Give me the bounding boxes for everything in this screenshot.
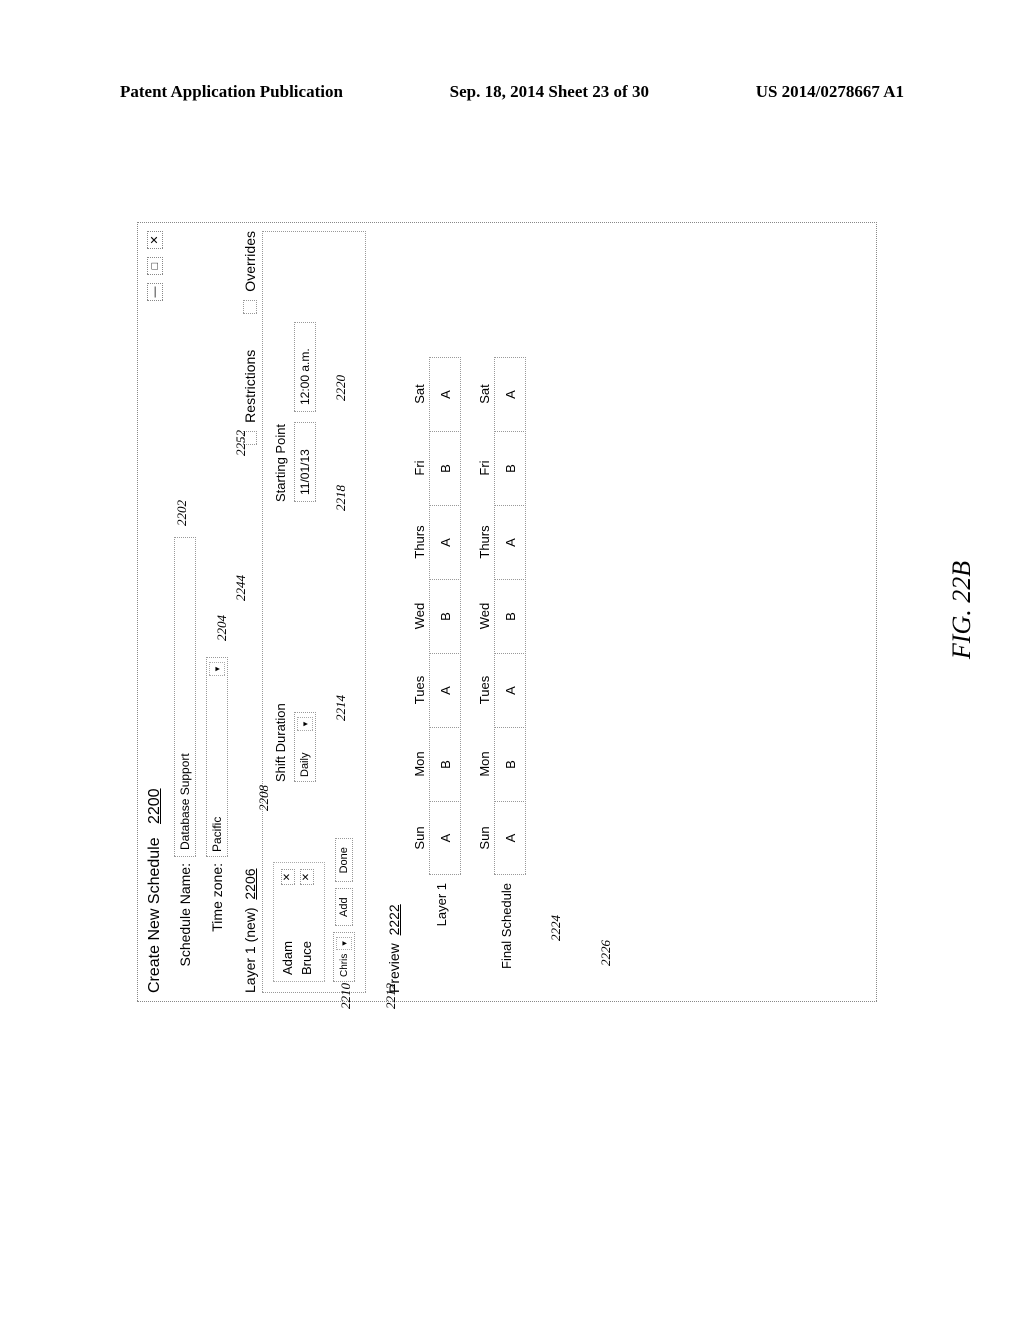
person-row-adam: Adam ✕: [280, 869, 295, 975]
shift-duration-label: Shift Duration: [273, 522, 288, 782]
restrictions-label: Restrictions: [242, 350, 258, 423]
timezone-value: Pacific: [210, 680, 224, 852]
day-head: Thurs: [477, 505, 494, 579]
day-cell: B: [429, 431, 461, 506]
timezone-row: Time zone: Pacific ▾: [206, 231, 228, 993]
day-head: Mon: [477, 727, 494, 801]
chevron-down-icon: ▾: [336, 937, 352, 950]
callout-2204: 2204: [214, 615, 230, 641]
timezone-select[interactable]: Pacific ▾: [206, 657, 228, 857]
add-button[interactable]: Add: [335, 888, 353, 926]
day-cell: B: [429, 727, 461, 802]
add-person-name: Chris: [339, 954, 350, 977]
day-head: Mon: [412, 727, 429, 801]
start-time-input[interactable]: [294, 322, 316, 412]
callout-2214: 2214: [333, 695, 349, 721]
callout-2210: 2210: [338, 983, 354, 1009]
day-cell: B: [494, 431, 526, 506]
shift-duration-column: Shift Duration Daily ▾: [273, 522, 355, 782]
day-head: Fri: [477, 431, 494, 505]
day-cell: A: [429, 357, 461, 432]
start-date-input[interactable]: [294, 422, 316, 502]
preview-title: Preview 2222: [386, 231, 402, 993]
day-cell: B: [494, 579, 526, 654]
header-center: Sep. 18, 2014 Sheet 23 of 30: [450, 82, 649, 102]
callout-2226: 2226: [598, 940, 614, 966]
titlebar: Create New Schedule 2200 — □ ✕: [146, 231, 164, 993]
overrides-checkbox[interactable]: [243, 300, 257, 314]
schedule-name-input[interactable]: [174, 537, 196, 857]
done-button[interactable]: Done: [335, 838, 353, 882]
person-name: Bruce: [299, 941, 314, 975]
day-head: Tues: [412, 653, 429, 727]
header-right: US 2014/0278667 A1: [756, 82, 904, 102]
window-title: Create New Schedule: [146, 837, 163, 993]
day-cell: A: [429, 505, 461, 580]
app-window: Create New Schedule 2200 — □ ✕ Schedule …: [137, 222, 877, 1002]
day-head: Sat: [477, 357, 494, 431]
chevron-down-icon: ▾: [297, 717, 313, 731]
maximize-icon[interactable]: □: [147, 257, 163, 275]
callout-2220: 2220: [333, 375, 349, 401]
timezone-label: Time zone:: [209, 863, 225, 993]
ref-2200: 2200: [146, 788, 163, 824]
day-grid-layer1: SunA MonB TuesA WedB ThursA FriB SatA: [412, 357, 461, 875]
people-column: Adam ✕ Bruce ✕ Chris ▾ Add Done: [273, 802, 355, 982]
day-cell: B: [494, 727, 526, 802]
day-head: Sun: [477, 801, 494, 875]
day-head: Tues: [477, 653, 494, 727]
overrides-label: Overrides: [242, 231, 258, 292]
schedule-name-row: Schedule Name:: [174, 231, 196, 993]
schedule-name-label: Schedule Name:: [177, 863, 193, 993]
callout-2224: 2224: [548, 915, 564, 941]
add-person-select[interactable]: Chris ▾: [333, 932, 355, 982]
shift-duration-value: Daily: [299, 735, 311, 777]
day-head: Sun: [412, 801, 429, 875]
callout-2244: 2244: [233, 575, 249, 601]
callout-2212: 2212: [383, 983, 399, 1009]
person-name: Adam: [280, 941, 295, 975]
calendar-layer1: Layer 1 SunA MonB TuesA WedB ThursA FriB…: [412, 231, 461, 993]
day-head: Thurs: [412, 505, 429, 579]
add-person-row: Chris ▾ Add Done: [333, 802, 355, 982]
day-head: Wed: [412, 579, 429, 653]
starting-point-column: Starting Point: [273, 242, 355, 502]
ref-2222: 2222: [386, 904, 402, 935]
day-head: Sat: [412, 357, 429, 431]
chevron-down-icon: ▾: [209, 662, 225, 676]
day-cell: A: [494, 653, 526, 728]
header-left: Patent Application Publication: [120, 82, 343, 102]
figure-caption: FIG. 22B: [947, 561, 977, 659]
day-cell: A: [429, 653, 461, 728]
preview-section: Preview 2222 Layer 1 SunA MonB TuesA Wed…: [386, 231, 526, 993]
day-cell: B: [429, 579, 461, 654]
minimize-icon[interactable]: —: [147, 283, 163, 301]
remove-adam-icon[interactable]: ✕: [281, 869, 295, 885]
day-head: Fri: [412, 431, 429, 505]
ref-2206: 2206: [242, 868, 258, 899]
final-label: Final Schedule: [477, 883, 514, 993]
callout-2218: 2218: [333, 485, 349, 511]
people-listbox: Adam ✕ Bruce ✕: [273, 862, 325, 982]
day-cell: A: [494, 801, 526, 875]
day-head: Wed: [477, 579, 494, 653]
remove-bruce-icon[interactable]: ✕: [300, 869, 314, 885]
day-cell: A: [494, 357, 526, 432]
layer-label: Layer 1 (new) 2206: [242, 868, 258, 993]
figure-rotated-container: Create New Schedule 2200 — □ ✕ Schedule …: [97, 228, 927, 992]
starting-point-label: Starting Point: [273, 242, 288, 502]
person-row-bruce: Bruce ✕: [299, 869, 314, 975]
layer-header: Layer 1 (new) 2206 Restrictions Override…: [242, 231, 258, 993]
layer-body: Adam ✕ Bruce ✕ Chris ▾ Add Done: [262, 231, 366, 993]
callout-2202: 2202: [174, 500, 190, 526]
calendar-final: Final Schedule SunA MonB TuesA WedB Thur…: [477, 231, 526, 993]
day-cell: A: [429, 801, 461, 875]
day-cell: A: [494, 505, 526, 580]
shift-duration-select[interactable]: Daily ▾: [294, 712, 316, 782]
close-icon[interactable]: ✕: [147, 231, 163, 249]
callout-2208: 2208: [256, 785, 272, 811]
callout-2252: 2252: [233, 430, 249, 456]
day-grid-final: SunA MonB TuesA WedB ThursA FriB SatA: [477, 357, 526, 875]
layer1-label: Layer 1: [412, 883, 449, 993]
